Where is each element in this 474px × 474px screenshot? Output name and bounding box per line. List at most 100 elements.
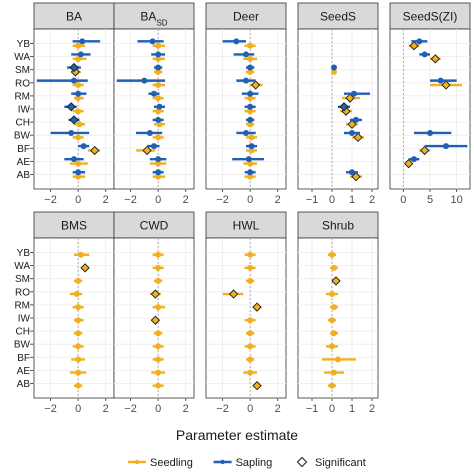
category-label-ro-row2: RO — [15, 287, 30, 298]
point-seedling-shrub-ab — [329, 382, 335, 389]
point-seedling-cwd-ab — [155, 382, 162, 389]
category-label-ab-row1: AB — [17, 170, 31, 181]
point-significant-seedling-deer-ro — [251, 80, 261, 90]
point-significant-seedling-bms-wa — [80, 263, 90, 273]
category-label-bf-row1: BF — [17, 144, 30, 155]
panel-title-ba: BA — [66, 10, 82, 24]
point-seedling-ba-sd-rm — [155, 95, 162, 102]
point-sapling-seeds-bw — [349, 129, 355, 136]
category-label-ch-row1: CH — [16, 118, 30, 129]
point-sapling-ba-rm — [75, 90, 82, 97]
point-significant-seedling-cwd-iw — [150, 315, 161, 325]
point-sapling-deer-bw — [243, 129, 249, 136]
point-sapling-ba-sd-sm — [155, 64, 162, 71]
point-sapling-ba-sd-bf — [151, 143, 157, 150]
point-significant-seedling-seeds-zi-ae — [404, 158, 414, 169]
point-sapling-ba-sd-iw — [156, 103, 163, 110]
panel-title-bms: BMS — [61, 219, 87, 233]
x-tick-label-hwl-0: −2 — [216, 403, 229, 415]
point-sapling-deer-yb — [233, 38, 240, 45]
point-sapling-ba-ab — [75, 169, 82, 176]
point-seedling-deer-bw — [248, 134, 255, 141]
x-tick-label-bms-2: 2 — [103, 403, 109, 415]
point-sapling-ba-sd-yb — [149, 38, 156, 45]
point-seedling-ba-ae — [75, 160, 82, 167]
point-seedling-cwd-sm — [155, 277, 162, 284]
point-seedling-deer-iw — [247, 108, 254, 115]
point-seedling-ba-sd-sm — [155, 68, 162, 75]
x-tick-label-shrub-2: 1 — [349, 403, 355, 415]
x-tick-label-cwd-1: 0 — [155, 403, 161, 415]
point-seedling-ba-sd-ae — [155, 160, 162, 167]
panel-strip-hwl — [205, 211, 287, 239]
point-sapling-ba-wa — [77, 51, 84, 58]
point-significant-seedling-hwl-ro — [228, 289, 239, 299]
point-seedling-cwd-ch — [155, 330, 162, 337]
point-sapling-seeds-rm — [351, 90, 357, 97]
point-seedling-ba-wa — [75, 55, 82, 62]
point-seedling-hwl-iw — [247, 317, 254, 324]
legend-key-dot-sapling — [220, 459, 225, 465]
category-label-ae-row1: AE — [17, 157, 31, 168]
point-seedling-shrub-rm — [331, 304, 337, 311]
legend-label-seedling: Seedling — [150, 457, 193, 469]
point-seedling-bms-iw — [75, 317, 82, 324]
category-label-rm-row1: RM — [14, 91, 30, 102]
x-tick-label-ba-2: 2 — [103, 194, 109, 206]
x-tick-label-cwd-0: −2 — [124, 403, 137, 415]
point-seedling-seeds-sm — [331, 68, 337, 75]
point-seedling-cwd-bf — [155, 356, 162, 363]
panel-seeds: SeedS −1 0 1 2 — [297, 2, 379, 206]
point-seedling-shrub-ae — [331, 369, 337, 376]
point-significant-seedling-seeds-zi-bf — [420, 145, 430, 156]
x-tick-label-deer-2: 2 — [275, 194, 281, 206]
x-tick-label-bms-0: −2 — [44, 403, 57, 415]
panel-shrub: Shrub −1 0 1 2 — [297, 211, 379, 415]
panel-strip-ba — [33, 2, 115, 30]
point-seedling-ba-sd-ro — [155, 82, 162, 89]
category-label-ch-row2: CH — [16, 327, 30, 338]
point-seedling-ba-ro — [75, 82, 82, 89]
point-seedling-cwd-ae — [155, 369, 162, 376]
category-label-ae-row2: AE — [17, 366, 31, 377]
category-label-yb-row2: YB — [17, 248, 31, 259]
category-label-iw-row1: IW — [18, 105, 31, 116]
point-significant-seedling-hwl-ab — [252, 381, 262, 391]
point-sapling-seeds-zi-wa — [421, 51, 428, 58]
category-label-bf-row2: BF — [17, 353, 30, 364]
panel-cwd: CWD −2 0 2 — [113, 211, 195, 415]
x-tick-label-shrub-3: 2 — [369, 403, 375, 415]
point-significant-seedling-seeds-ab — [351, 172, 361, 182]
point-sapling-ba-bw — [68, 129, 75, 136]
panel-deer: Deer −2 0 2 — [205, 2, 287, 206]
point-sapling-seeds-ab — [349, 169, 355, 176]
point-sapling-seeds-ch — [353, 116, 359, 123]
panel-ba: BA −2 0 2 — [33, 2, 115, 206]
category-label-bw-row1: BW — [14, 131, 31, 142]
point-seedling-ba-sd-bw — [155, 134, 162, 141]
x-tick-label-seeds-zi-1: 5 — [427, 194, 433, 206]
x-tick-label-ba-sd-1: 0 — [155, 194, 161, 206]
category-label-sm-row2: SM — [15, 274, 30, 285]
point-seedling-cwd-wa — [155, 264, 162, 271]
panel-title-cwd: CWD — [140, 219, 169, 233]
point-sapling-seeds-sm — [331, 64, 337, 71]
point-sapling-ba-bf — [80, 143, 87, 150]
point-seedling-shrub-bw — [329, 343, 335, 350]
point-seedling-ba-yb — [75, 42, 82, 49]
point-seedling-bms-yb — [77, 251, 84, 258]
point-seedling-ba-rm — [75, 95, 82, 102]
panel-title-subscript-ba-sd: SD — [156, 18, 167, 27]
point-seedling-hwl-ae — [247, 369, 254, 376]
x-axis-title: Parameter estimate — [176, 427, 298, 443]
x-tick-label-seeds-0: −1 — [306, 194, 319, 206]
point-significant-seedling-shrub-sm — [331, 276, 341, 286]
point-significant-seedling-seeds-bw — [353, 132, 363, 143]
point-significant-seedling-seeds-zi-wa — [430, 54, 440, 64]
legend: Seedling Sapling Significant — [128, 456, 366, 469]
category-label-ab-row2: AB — [17, 379, 31, 390]
x-tick-label-hwl-2: 2 — [275, 403, 281, 415]
point-significant-seedling-seeds-ch — [347, 119, 357, 129]
